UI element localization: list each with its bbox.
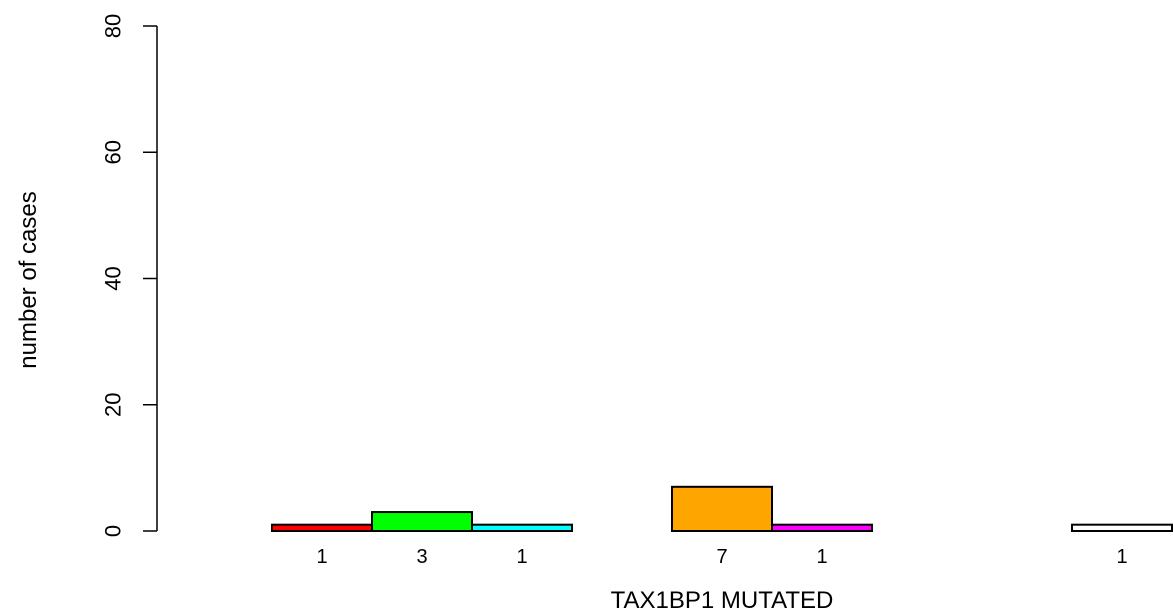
bar [771,523,873,532]
y-axis-title: number of cases [15,191,42,368]
bars [271,485,1173,532]
y-tick-label: 80 [101,14,126,38]
bar-value-label: 1 [816,546,827,568]
bar-value-label: 1 [1116,546,1127,568]
bar-labels: 1 3 1 7 1 1 [316,546,1127,568]
y-tick-label: 20 [101,393,126,417]
bar-value-label: 1 [316,546,327,568]
x-axis-title: TAX1BP1 MUTATED [611,587,834,614]
bar-value-label: 1 [516,546,527,568]
bar [1071,523,1173,532]
bar-value-label: 3 [416,546,427,568]
y-tick-label: 0 [101,525,126,537]
bar [271,523,373,532]
bar [671,485,773,532]
bar-value-label: 7 [716,546,727,568]
y-tick-label: 40 [101,266,126,290]
bar [471,523,573,532]
y-axis: 0 20 40 60 80 [101,14,158,537]
bar [371,511,473,532]
y-tick-label: 60 [101,140,126,164]
